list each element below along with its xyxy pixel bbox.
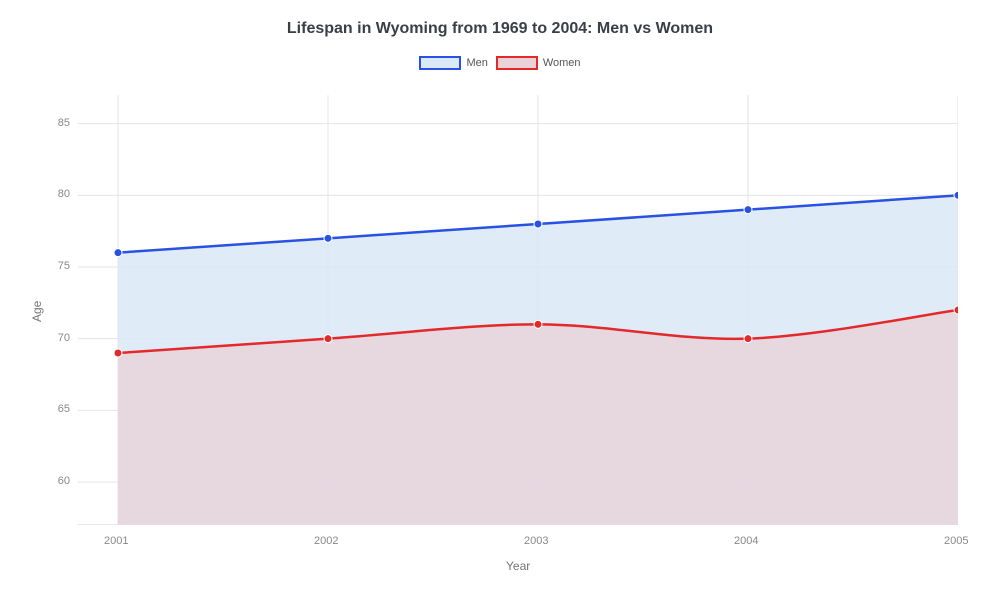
legend-label-men: Men <box>466 57 487 69</box>
y-tick-label: 80 <box>58 188 70 200</box>
legend-swatch-women <box>496 56 538 70</box>
y-tick-label: 65 <box>58 403 70 415</box>
x-axis-title: Year <box>506 559 530 573</box>
chart-title: Lifespan in Wyoming from 1969 to 2004: M… <box>0 0 1000 38</box>
chart-svg <box>78 95 958 525</box>
legend-item-women[interactable]: Women <box>496 56 581 70</box>
y-axis-title: Age <box>30 301 44 322</box>
x-tick-label: 2003 <box>524 535 548 547</box>
y-tick-label: 60 <box>58 475 70 487</box>
x-tick-label: 2005 <box>944 535 968 547</box>
x-tick-label: 2004 <box>734 535 758 547</box>
y-tick-label: 70 <box>58 332 70 344</box>
y-tick-label: 85 <box>58 117 70 129</box>
y-tick-label: 75 <box>58 260 70 272</box>
legend-label-women: Women <box>543 57 581 69</box>
legend-item-men[interactable]: Men <box>419 56 487 70</box>
x-tick-label: 2002 <box>314 535 338 547</box>
chart-container: Lifespan in Wyoming from 1969 to 2004: M… <box>0 0 1000 600</box>
legend: Men Women <box>0 56 1000 70</box>
legend-swatch-men <box>419 56 461 70</box>
x-tick-label: 2001 <box>104 535 128 547</box>
plot-area <box>78 95 958 525</box>
